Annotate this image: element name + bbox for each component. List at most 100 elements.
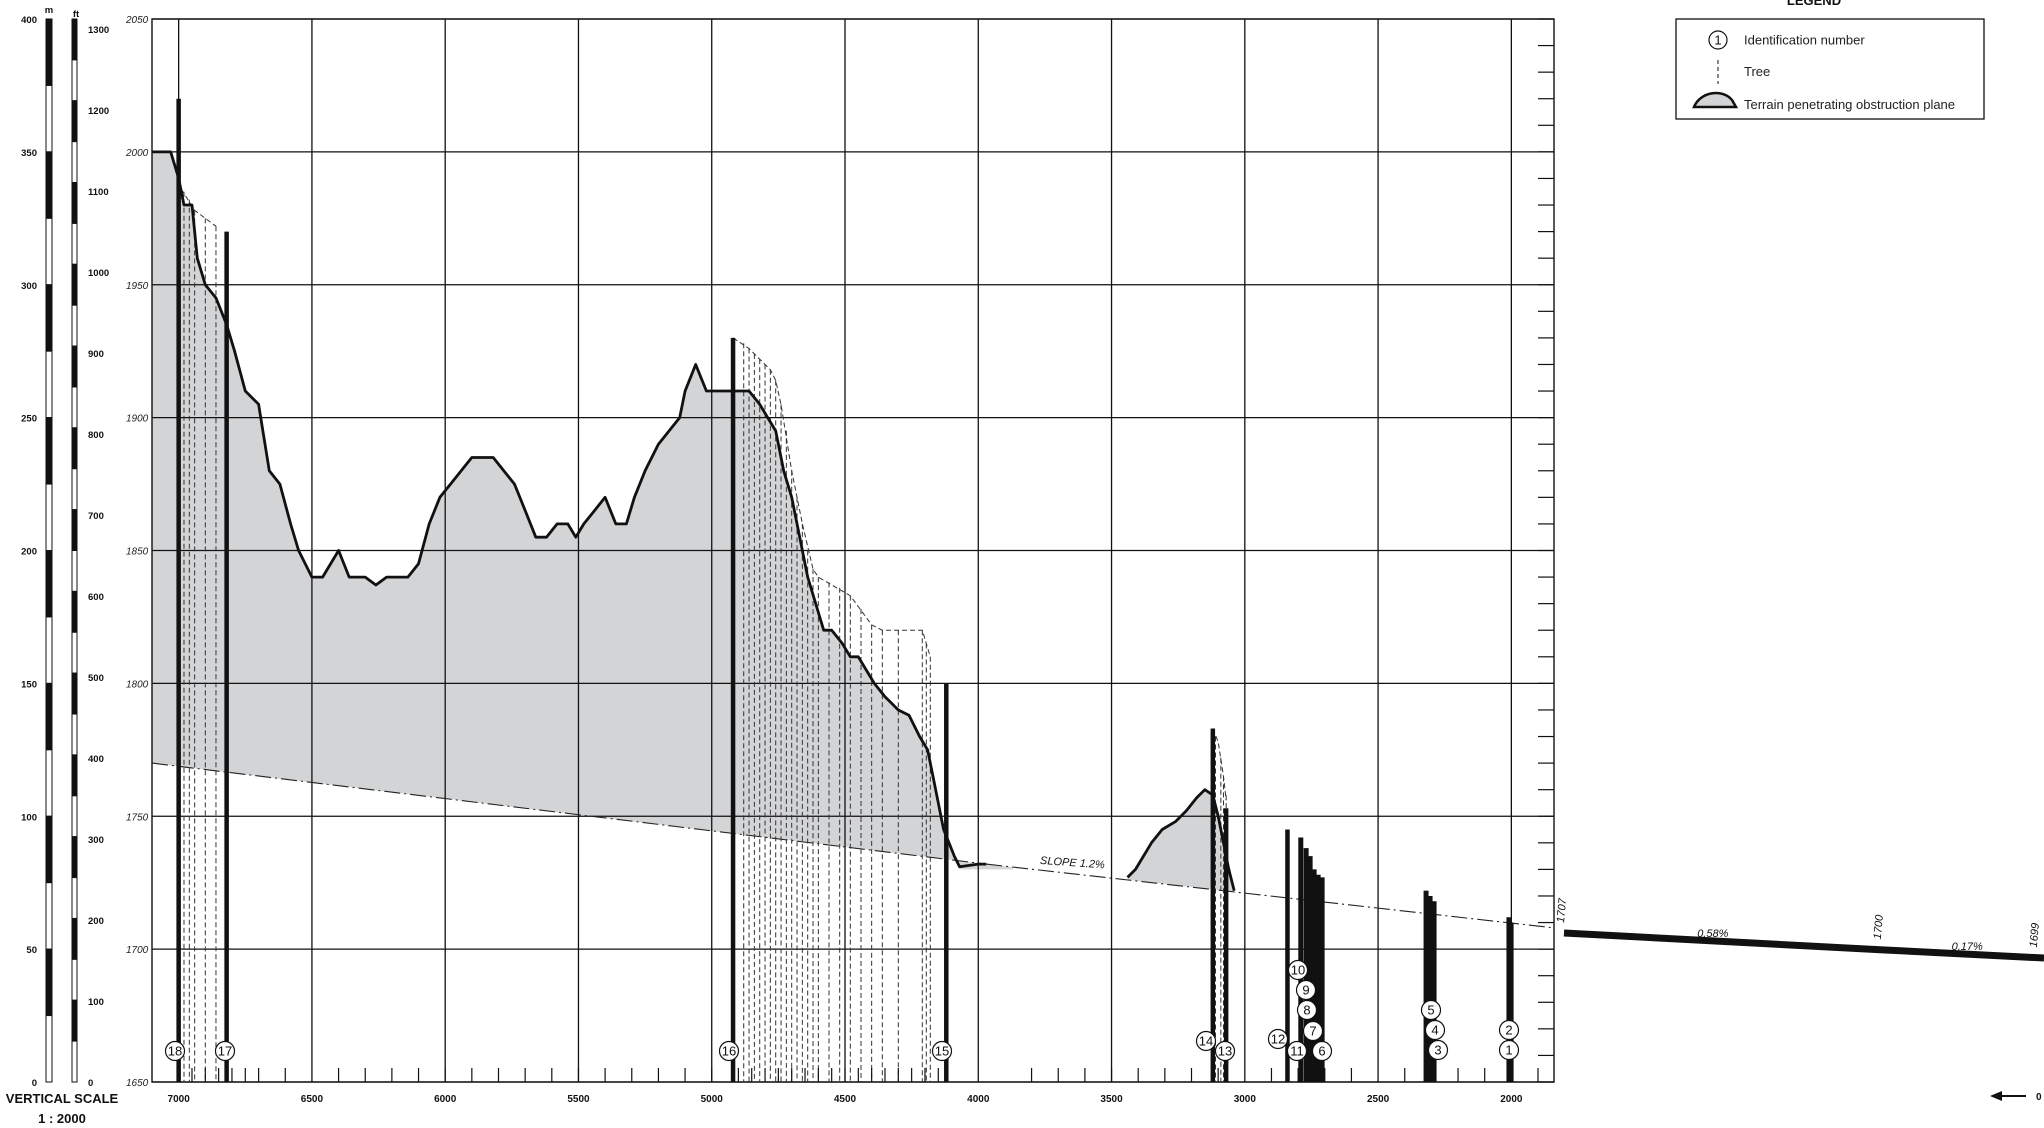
vertical-scale-ratio: 1 : 2000 — [38, 1111, 86, 1126]
m-bar-seg-14 — [45, 948, 53, 1017]
ft-bar-seg-8 — [71, 345, 78, 388]
id-number-13: 13 — [1218, 1044, 1232, 1059]
x-tick-label-2500: 2500 — [1367, 1094, 1390, 1105]
legend-tree-label: Tree — [1744, 64, 1770, 79]
ft-tick-label-700: 700 — [88, 511, 104, 522]
vertical-scale-m-unit: m — [45, 5, 53, 16]
id-number-10: 10 — [1291, 963, 1305, 978]
ft-tick-label-1300: 1300 — [88, 25, 109, 36]
id-number-18: 18 — [168, 1044, 182, 1059]
terrain-outline-layer — [152, 150, 1236, 892]
m-bar-seg-12 — [45, 815, 53, 884]
y-tick-label-1650: 1650 — [126, 1078, 149, 1089]
legend-id-symbol-text: 1 — [1714, 33, 1721, 48]
ft-bar-seg-3 — [71, 141, 78, 184]
id-circle-11 — [1286, 1040, 1308, 1062]
y-tick-label-2000: 2000 — [125, 148, 149, 159]
id-number-7: 7 — [1309, 1024, 1316, 1039]
terrain-fill-layer — [152, 151, 1235, 892]
obstruction-plane-line — [151, 762, 987, 865]
m-bar-seg-5 — [45, 350, 53, 419]
vertical-scale-ft-labels: 1300120011001000900800700600500400300200… — [88, 25, 109, 1089]
vertical-scale-m-labels: 400 350 300 250 200 150 100 50 0 — [21, 15, 37, 1089]
ft-bar-seg-5 — [71, 222, 78, 265]
x-tick-label-2000: 2000 — [1500, 1094, 1523, 1105]
id-number-4: 4 — [1431, 1023, 1438, 1038]
ft-bar-seg-2 — [71, 100, 78, 143]
id-circle-4 — [1424, 1019, 1446, 1041]
ft-bar-seg-4 — [71, 182, 78, 224]
m-bar-seg-0 — [45, 18, 53, 86]
identification-numbers: 18 17 16 15 14 13 12 11 10 9 8 76 5 4 3 2 1 — [164, 959, 1520, 1062]
ft-tick-label-400: 400 — [88, 754, 104, 765]
legend-id-label: Identification number — [1744, 33, 1865, 48]
id-number-6: 6 — [1318, 1044, 1325, 1059]
ft-bar-seg-7 — [71, 304, 78, 347]
runway-profile-line — [1563, 929, 2044, 962]
vertical-scale-ft-bar — [71, 18, 78, 1083]
m-bar-seg-11 — [45, 749, 53, 817]
m-bar-seg-3 — [45, 217, 53, 286]
x-tick-label-5000: 5000 — [701, 1094, 724, 1105]
m-bar-seg-6 — [45, 417, 53, 485]
tree-envelope-middle — [732, 337, 931, 657]
id-number-16: 16 — [722, 1044, 736, 1059]
ft-bar-seg-15 — [71, 631, 78, 674]
id-circle-7 — [1302, 1020, 1324, 1042]
x-tick-label-4000: 4000 — [967, 1094, 990, 1105]
m-tick-label-250: 250 — [21, 414, 37, 425]
id-number-3: 3 — [1434, 1043, 1441, 1058]
runway-arrow-head — [1990, 1091, 2002, 1101]
x-tick-label-3500: 3500 — [1100, 1094, 1123, 1105]
id-number-1: 1 — [1505, 1043, 1512, 1058]
ft-tick-label-500: 500 — [88, 673, 104, 684]
x-tick-label-6500: 6500 — [301, 1094, 324, 1105]
legend-id-symbol — [1708, 30, 1728, 50]
x-tick-label-4500: 4500 — [834, 1094, 857, 1105]
m-bar-seg-7 — [45, 483, 53, 551]
vertical-scale-m-bar — [45, 18, 53, 1083]
m-tick-label-350: 350 — [21, 148, 37, 159]
runway-label-0: 1707 — [1555, 897, 1569, 923]
ft-bar-seg-1 — [71, 59, 78, 102]
m-tick-label-300: 300 — [21, 281, 37, 292]
id-number-12: 12 — [1271, 1032, 1285, 1047]
ft-bar-seg-17 — [71, 713, 78, 756]
ft-tick-label-800: 800 — [88, 430, 104, 441]
grid: 7000 6500 6000 5500 5000 4500 4000 3500 3000 2500… — [125, 15, 1555, 1105]
id-circle-13 — [1214, 1040, 1236, 1062]
m-tick-label-200: 200 — [21, 547, 37, 558]
ft-bar-seg-21 — [71, 877, 78, 919]
id-number-9: 9 — [1302, 983, 1309, 998]
ft-bar-seg-11 — [71, 468, 78, 511]
ft-bar-seg-6 — [71, 263, 78, 306]
y-tick-label-1950: 1950 — [126, 281, 149, 292]
id-circle-8 — [1296, 999, 1318, 1021]
terrain-outline-small — [1126, 788, 1236, 892]
id-circle-2 — [1498, 1019, 1520, 1041]
obstruction-plane-layer — [151, 762, 1555, 929]
terrain-fill-main — [152, 151, 1013, 870]
ft-bar-seg-14 — [71, 590, 78, 633]
legend-terrain-symbol — [1692, 91, 1739, 109]
id-circle-9 — [1295, 979, 1317, 1001]
x-tick-label-6000: 6000 — [434, 1094, 457, 1105]
ft-bar-seg-12 — [71, 509, 78, 552]
runway-arrow-label: 0 — [2036, 1092, 2042, 1103]
id-number-2: 2 — [1505, 1023, 1512, 1038]
y-tick-label-1850: 1850 — [126, 547, 149, 558]
ft-bar-seg-25 — [71, 1040, 78, 1083]
id-number-15: 15 — [935, 1044, 949, 1059]
vertical-scale-ft-unit: ft — [73, 9, 80, 20]
ft-bar-seg-24 — [71, 999, 78, 1042]
ft-tick-label-0: 0 — [88, 1078, 93, 1089]
ft-tick-label-1000: 1000 — [88, 268, 109, 279]
m-bar-seg-10 — [45, 682, 53, 751]
m-bar-seg-13 — [45, 882, 53, 950]
ft-bar-seg-19 — [71, 795, 78, 838]
id-circle-14 — [1195, 1030, 1217, 1052]
m-tick-label-0: 0 — [32, 1078, 37, 1089]
ft-tick-label-200: 200 — [88, 916, 104, 927]
